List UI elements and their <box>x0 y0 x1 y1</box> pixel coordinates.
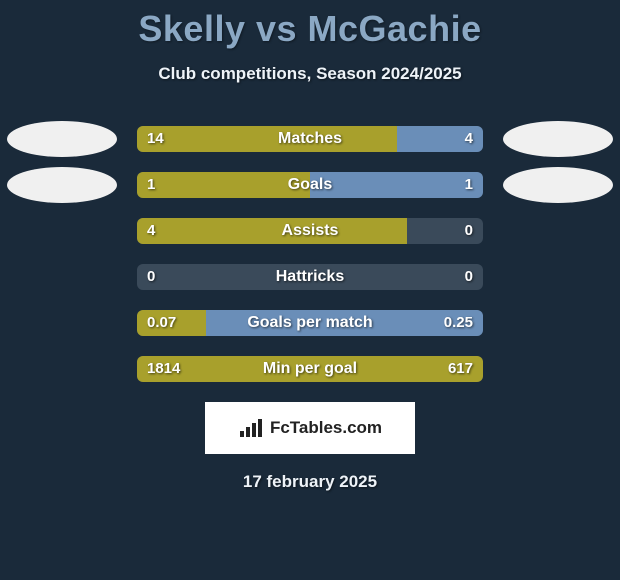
bar-container <box>137 172 483 198</box>
value-right: 1 <box>465 172 473 198</box>
chart-icon <box>238 417 264 439</box>
stats-container: Matches144Goals11Assists40Hattricks00Goa… <box>0 126 620 382</box>
bar-right <box>206 310 483 336</box>
avatar-right <box>503 121 613 157</box>
bar-container <box>137 356 483 382</box>
stat-row: Goals per match0.070.25 <box>137 310 483 336</box>
footer-date: 17 february 2025 <box>0 472 620 492</box>
value-right: 0 <box>465 218 473 244</box>
bar-left <box>137 218 407 244</box>
bar-container <box>137 218 483 244</box>
bar-left <box>137 126 397 152</box>
logo-text: FcTables.com <box>270 418 382 438</box>
avatar-right <box>503 167 613 203</box>
bar-container <box>137 310 483 336</box>
value-left: 0.07 <box>147 310 176 336</box>
stat-row: Hattricks00 <box>137 264 483 290</box>
stat-row: Min per goal1814617 <box>137 356 483 382</box>
stat-row: Matches144 <box>137 126 483 152</box>
bar-right <box>310 172 483 198</box>
subtitle: Club competitions, Season 2024/2025 <box>0 64 620 84</box>
avatar-left <box>7 167 117 203</box>
value-left: 14 <box>147 126 164 152</box>
value-right: 0 <box>465 264 473 290</box>
value-left: 1814 <box>147 356 180 382</box>
value-left: 4 <box>147 218 155 244</box>
bar-left <box>137 356 483 382</box>
avatar-left <box>7 121 117 157</box>
page-title: Skelly vs McGachie <box>0 0 620 50</box>
value-right: 0.25 <box>444 310 473 336</box>
stat-row: Assists40 <box>137 218 483 244</box>
bar-left <box>137 172 310 198</box>
bar-container <box>137 264 483 290</box>
value-right: 4 <box>465 126 473 152</box>
logo-box: FcTables.com <box>205 402 415 454</box>
value-left: 0 <box>147 264 155 290</box>
value-left: 1 <box>147 172 155 198</box>
stat-row: Goals11 <box>137 172 483 198</box>
bar-container <box>137 126 483 152</box>
value-right: 617 <box>448 356 473 382</box>
